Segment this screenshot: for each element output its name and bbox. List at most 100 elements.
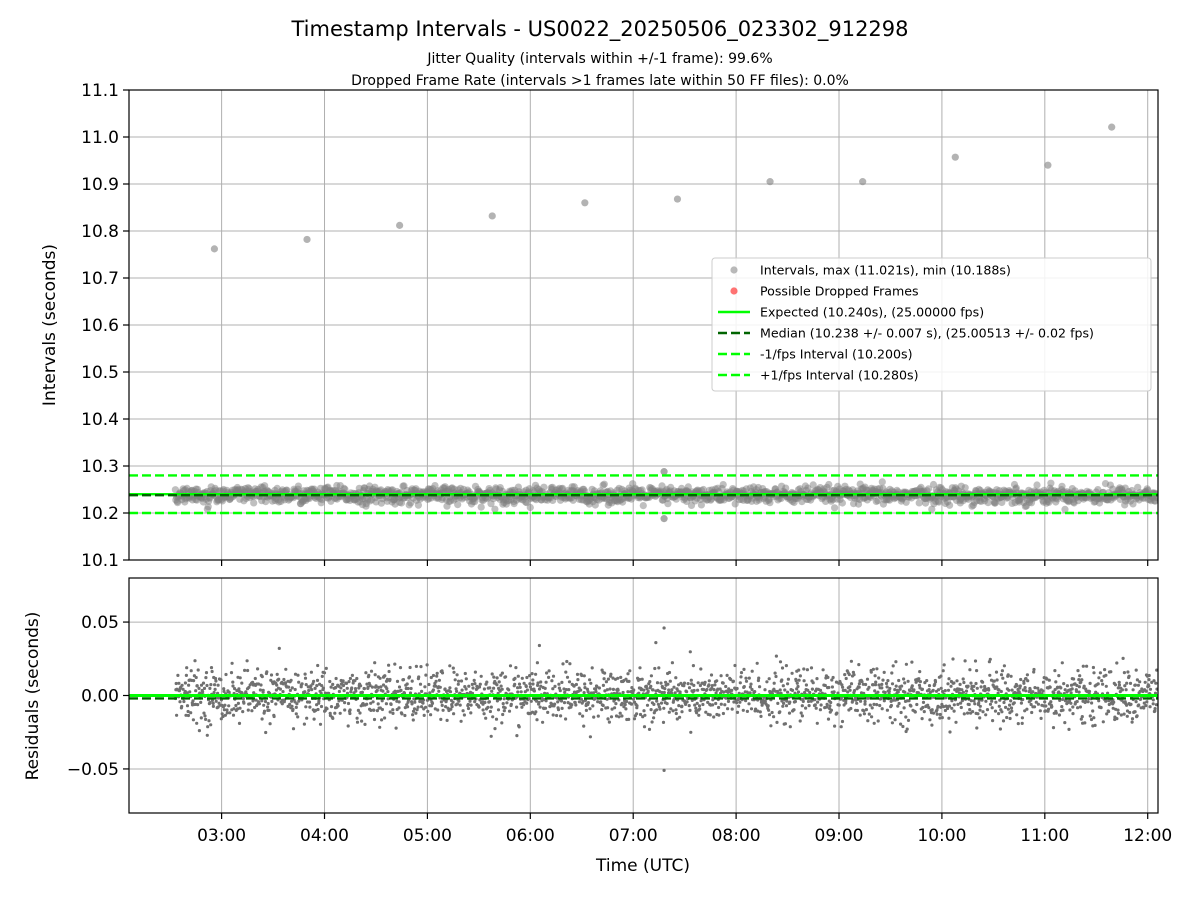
residual-point (260, 717, 264, 721)
residual-point (627, 679, 631, 684)
residual-point (667, 710, 671, 714)
residual-point (697, 713, 701, 717)
residual-point (823, 683, 827, 688)
residual-point (632, 688, 636, 692)
residual-point (282, 677, 286, 682)
residual-point (297, 680, 301, 684)
residual-point (840, 719, 845, 724)
residual-point (488, 709, 492, 714)
residual-point (1009, 674, 1013, 678)
residual-point (792, 708, 796, 712)
residual-point (651, 688, 655, 692)
residual-point (1116, 711, 1121, 715)
residual-point (855, 708, 860, 713)
residual-point (199, 683, 204, 687)
residual-point (1080, 715, 1084, 719)
residual-point (947, 716, 951, 720)
residual-point (1001, 719, 1006, 723)
residual-point (1009, 706, 1014, 710)
residual-point (241, 710, 245, 714)
residual-point (1065, 684, 1069, 688)
residual-point (1082, 684, 1086, 688)
residual-point (885, 708, 890, 712)
residual-point (935, 712, 939, 716)
residual-point (537, 700, 541, 704)
residual-point (798, 719, 802, 723)
residual-point (295, 702, 299, 706)
residual-point (952, 703, 956, 707)
residual-point (1052, 691, 1056, 695)
residual-point (744, 699, 748, 703)
residual-point (1125, 714, 1129, 718)
residual-point (763, 699, 767, 704)
residual-point (355, 716, 359, 720)
residual-point (543, 686, 547, 691)
residual-point (955, 679, 959, 683)
residual-point (659, 701, 664, 705)
residual-point (304, 705, 308, 709)
residuals-y-tick-label: 0.05 (81, 613, 119, 633)
interval-outlier-point (859, 178, 867, 186)
residual-point (961, 677, 965, 681)
residual-point (473, 670, 477, 674)
residual-point (873, 674, 877, 678)
residual-point (219, 678, 223, 682)
residual-point (744, 676, 748, 680)
residual-point (1104, 699, 1108, 703)
residual-point (269, 673, 274, 677)
interval-point (809, 481, 817, 489)
residual-point (626, 690, 630, 694)
residual-point (293, 672, 298, 676)
residual-point (185, 666, 189, 670)
residual-point (741, 708, 745, 712)
residual-extreme-point (662, 768, 666, 773)
residual-point (383, 674, 387, 678)
residuals-y-axis-label: Residuals (seconds) (23, 612, 43, 781)
residual-point (742, 667, 746, 672)
residual-point (457, 699, 461, 703)
residual-point (667, 688, 671, 692)
residual-point (726, 699, 731, 704)
residual-point (811, 681, 815, 685)
residual-point (354, 689, 358, 693)
residual-point (862, 709, 866, 713)
residual-point (749, 682, 753, 686)
residual-point (312, 679, 316, 684)
residual-point (962, 712, 966, 716)
residual-point (678, 715, 682, 719)
residual-point (722, 690, 726, 694)
residual-point (579, 697, 584, 701)
residual-point (656, 702, 661, 706)
residual-point (994, 670, 999, 674)
residual-point (909, 704, 913, 708)
residual-point (943, 708, 948, 713)
residual-point (630, 686, 634, 690)
residual-point (513, 682, 517, 686)
residual-point (556, 708, 561, 712)
residual-point (464, 687, 468, 691)
residual-point (940, 716, 944, 720)
residual-point (329, 705, 334, 709)
residual-point (204, 717, 208, 722)
residual-point (193, 659, 197, 663)
residual-point (650, 720, 654, 724)
residual-point (287, 685, 291, 689)
residual-point (843, 688, 847, 693)
residual-point (875, 703, 879, 707)
residual-point (674, 708, 678, 712)
interval-point (831, 504, 839, 512)
residual-point (990, 699, 994, 703)
residual-point (894, 684, 898, 688)
residual-point (927, 688, 931, 692)
residual-point (837, 703, 841, 707)
residual-point (394, 726, 398, 730)
residual-point (530, 672, 534, 676)
residual-point (813, 703, 817, 707)
residual-point (828, 704, 832, 708)
residual-point (988, 657, 992, 661)
residual-point (199, 700, 203, 705)
residual-point (324, 666, 328, 671)
residual-point (294, 712, 298, 716)
residual-point (943, 689, 947, 693)
residuals-x-axis-label: Time (UTC) (595, 856, 690, 876)
